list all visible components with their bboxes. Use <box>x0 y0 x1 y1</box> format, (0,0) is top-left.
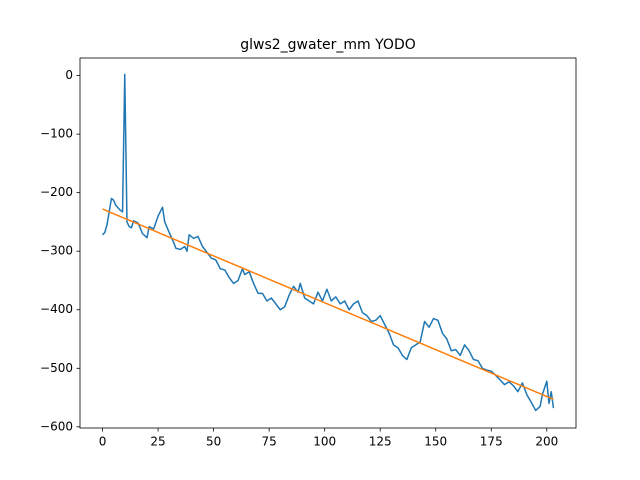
y-tick-label: 0 <box>65 68 73 82</box>
x-tick-label: 175 <box>480 435 503 449</box>
y-tick-label: −300 <box>40 244 73 258</box>
x-tick-label: 200 <box>535 435 558 449</box>
y-tick-label: −100 <box>40 127 73 141</box>
y-tick-label: −600 <box>40 419 73 433</box>
x-tick-label: 50 <box>206 435 221 449</box>
line-series <box>102 73 555 412</box>
x-tick-label: 125 <box>369 435 392 449</box>
chart-title: glws2_gwater_mm YODO <box>240 37 416 53</box>
y-tick-label: −400 <box>40 302 73 316</box>
x-tick-label: 0 <box>99 435 107 449</box>
axes-frame <box>79 57 577 429</box>
y-tick-label: −500 <box>40 361 73 375</box>
x-tick-label: 100 <box>313 435 336 449</box>
line-series <box>102 208 554 401</box>
x-tick-label: 150 <box>424 435 447 449</box>
x-tick-label: 25 <box>150 435 165 449</box>
y-tick-label: −200 <box>40 185 73 199</box>
x-tick-label: 75 <box>261 435 276 449</box>
